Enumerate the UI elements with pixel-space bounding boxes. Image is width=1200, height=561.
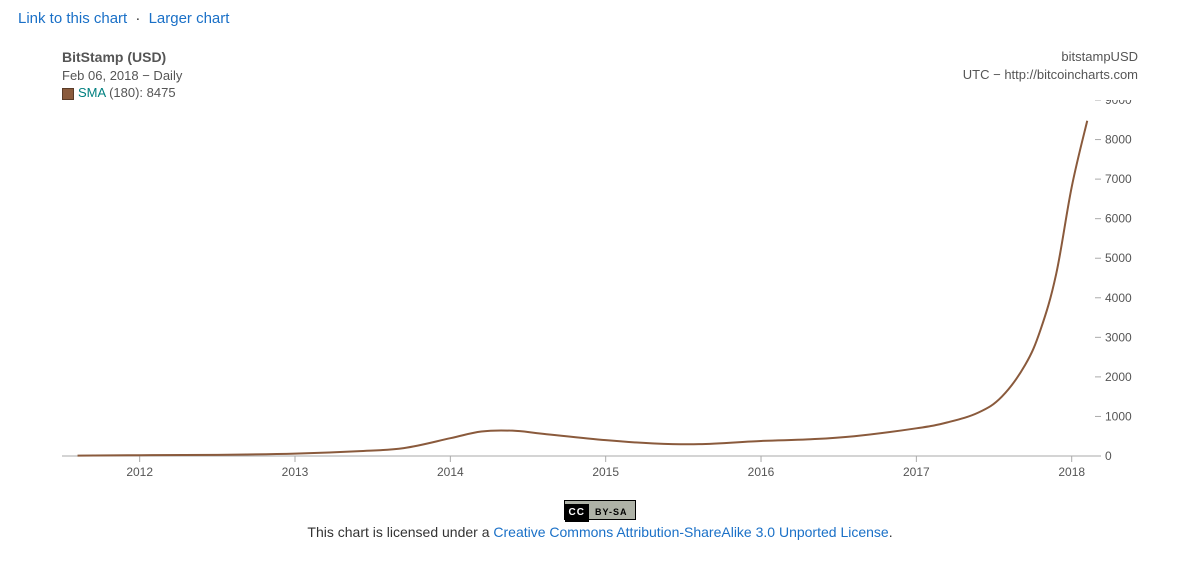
x-tick-label: 2016 [748,465,775,479]
cc-badge-right: BY-SA [589,503,636,521]
link-separator: · [131,10,144,27]
source-line: UTC − http://bitcoincharts.com [963,66,1138,84]
x-tick-label: 2017 [903,465,930,479]
y-tick-label: 5000 [1105,251,1132,265]
link-to-chart[interactable]: Link to this chart [18,10,127,27]
y-tick-label: 3000 [1105,330,1132,344]
sma-value: 8475 [147,85,176,100]
chart-header-right: bitstampUSD UTC − http://bitcoincharts.c… [963,48,1138,83]
y-tick-label: 4000 [1105,291,1132,305]
x-tick-label: 2012 [126,465,153,479]
license-suffix: . [889,524,893,540]
y-tick-label: 7000 [1105,172,1132,186]
license-link[interactable]: Creative Commons Attribution-ShareAlike … [493,524,888,540]
cc-badge-icon: CCBY-SA [564,500,637,520]
y-tick-label: 2000 [1105,370,1132,384]
sma-swatch-icon [62,88,74,100]
y-tick-label: 6000 [1105,212,1132,226]
license-text: This chart is licensed under a Creative … [0,524,1200,540]
chart-title: BitStamp (USD) [62,48,182,67]
y-tick-label: 8000 [1105,133,1132,147]
y-tick-label: 0 [1105,449,1112,463]
larger-chart-link[interactable]: Larger chart [149,10,230,27]
sma-period: (180): [105,85,146,100]
series-sma-line [78,121,1088,456]
chart-svg: 0 1000 2000 3000 4000 5000 6000 7000 8000 9000 201… [62,100,1137,480]
cc-badge-left: CC [565,504,589,522]
chart-area: 0 1000 2000 3000 4000 5000 6000 7000 8000 9000 201… [62,100,1137,480]
y-tick-label: 1000 [1105,409,1132,423]
page-root: Link to this chart · Larger chart BitSta… [0,0,1200,561]
x-tick-label: 2018 [1058,465,1085,479]
chart-date-line: Feb 06, 2018 − Daily [62,67,182,85]
footer: CCBY-SA This chart is licensed under a C… [0,500,1200,540]
y-tick-label: 9000 [1105,100,1132,107]
x-tick-label: 2013 [282,465,309,479]
sma-label: SMA [78,85,105,100]
x-tick-label: 2014 [437,465,464,479]
top-links: Link to this chart · Larger chart [18,10,229,27]
license-prefix: This chart is licensed under a [307,524,493,540]
x-tick-label: 2015 [592,465,619,479]
chart-header-left: BitStamp (USD) Feb 06, 2018 − Daily SMA … [62,48,182,102]
exchange-code: bitstampUSD [963,48,1138,66]
